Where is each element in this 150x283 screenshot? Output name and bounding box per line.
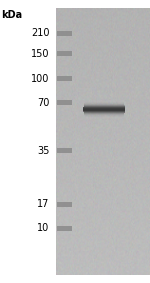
Text: 35: 35 bbox=[37, 145, 50, 156]
Text: 150: 150 bbox=[31, 49, 50, 59]
FancyBboxPatch shape bbox=[84, 113, 124, 114]
FancyBboxPatch shape bbox=[84, 107, 125, 108]
FancyBboxPatch shape bbox=[57, 31, 72, 36]
Text: 17: 17 bbox=[37, 199, 50, 209]
FancyBboxPatch shape bbox=[84, 114, 124, 115]
FancyBboxPatch shape bbox=[57, 148, 72, 153]
FancyBboxPatch shape bbox=[83, 108, 125, 109]
FancyBboxPatch shape bbox=[57, 100, 72, 105]
FancyBboxPatch shape bbox=[57, 202, 72, 207]
FancyBboxPatch shape bbox=[84, 105, 124, 106]
FancyBboxPatch shape bbox=[83, 110, 125, 111]
FancyBboxPatch shape bbox=[84, 105, 124, 106]
FancyBboxPatch shape bbox=[84, 112, 125, 113]
Text: 70: 70 bbox=[37, 98, 50, 108]
FancyBboxPatch shape bbox=[84, 103, 124, 104]
FancyBboxPatch shape bbox=[84, 106, 125, 107]
FancyBboxPatch shape bbox=[84, 114, 124, 115]
FancyBboxPatch shape bbox=[83, 111, 125, 112]
FancyBboxPatch shape bbox=[84, 112, 125, 113]
FancyBboxPatch shape bbox=[83, 108, 125, 109]
FancyBboxPatch shape bbox=[83, 109, 125, 110]
FancyBboxPatch shape bbox=[84, 106, 125, 107]
FancyBboxPatch shape bbox=[84, 104, 124, 105]
Text: 100: 100 bbox=[31, 74, 50, 84]
FancyBboxPatch shape bbox=[84, 104, 124, 105]
FancyBboxPatch shape bbox=[57, 51, 72, 56]
FancyBboxPatch shape bbox=[84, 113, 124, 114]
Text: 210: 210 bbox=[31, 28, 50, 38]
Text: kDa: kDa bbox=[2, 10, 23, 20]
FancyBboxPatch shape bbox=[84, 106, 125, 107]
FancyBboxPatch shape bbox=[83, 110, 125, 111]
FancyBboxPatch shape bbox=[83, 108, 125, 109]
FancyBboxPatch shape bbox=[57, 226, 72, 231]
Text: 10: 10 bbox=[37, 223, 50, 233]
FancyBboxPatch shape bbox=[83, 107, 125, 108]
FancyBboxPatch shape bbox=[83, 109, 125, 110]
FancyBboxPatch shape bbox=[57, 76, 72, 81]
FancyBboxPatch shape bbox=[84, 111, 125, 112]
